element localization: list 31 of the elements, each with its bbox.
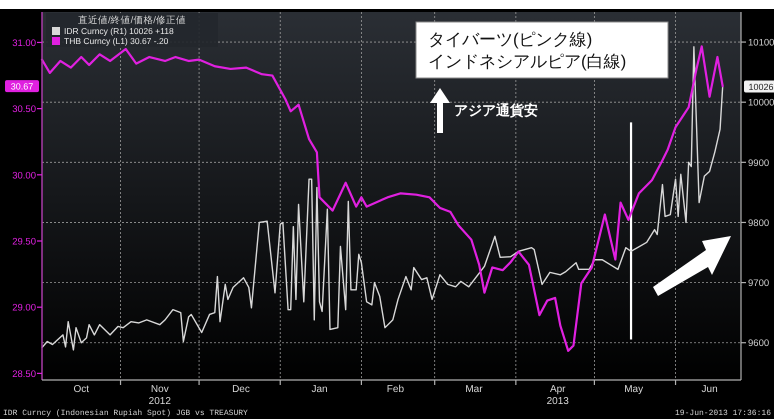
x-tick-label: Mar [465,384,484,395]
x-tick-label: Oct [73,384,90,395]
y-tick-label: 30.50 [12,104,36,116]
y2-tick-label: 9900 [748,158,770,169]
y-tick-label: 31.00 [12,38,36,49]
y2-tick-label: 9700 [748,278,770,290]
y2-tick-label: 10100 [748,38,774,49]
legend-title: 直近値/終値/価格/修正値 [78,14,186,26]
y-tick-label: 29.00 [12,302,36,314]
x-tick-label: Jun [702,384,718,395]
y2-tick-label: 9800 [748,218,770,229]
annotation: タイバーツ(ピンク線) インドネシアルピア(白線) [428,30,626,71]
text: 19-Jun-2013 17:36:16 [674,409,772,418]
text: 30.67 [10,82,34,92]
x-tick-label: Jan [311,384,328,395]
y-tick-label: 30.00 [12,170,36,182]
x-tick-label: Nov 2012 [148,384,172,407]
y-tick-label: 29.50 [12,236,36,248]
annotation: アジア通貨安 [454,102,538,118]
x-tick-label: Dec [232,384,250,395]
y2-tick-label: 9600 [748,338,770,350]
x-tick-label: May [624,384,644,395]
y-tick-label: 28.50 [12,368,36,380]
text: IDR Curncy (Indonesian Rupiah Spot) JGB vs TREASURY [3,409,248,418]
text: 10026 [748,82,774,92]
x-tick-label: Feb [386,384,404,395]
legend-label: IDR Curncy (R1) 10026 +118 [64,26,174,36]
legend-label: THB Curncy (L1) 30.67 -.20 [64,36,169,46]
x-tick-label: Apr 2013 [546,384,570,407]
note-box: タイバーツ(ピンク線) インドネシアルピア(白線) [416,22,668,78]
y2-tick-label: 10000 [748,98,774,109]
